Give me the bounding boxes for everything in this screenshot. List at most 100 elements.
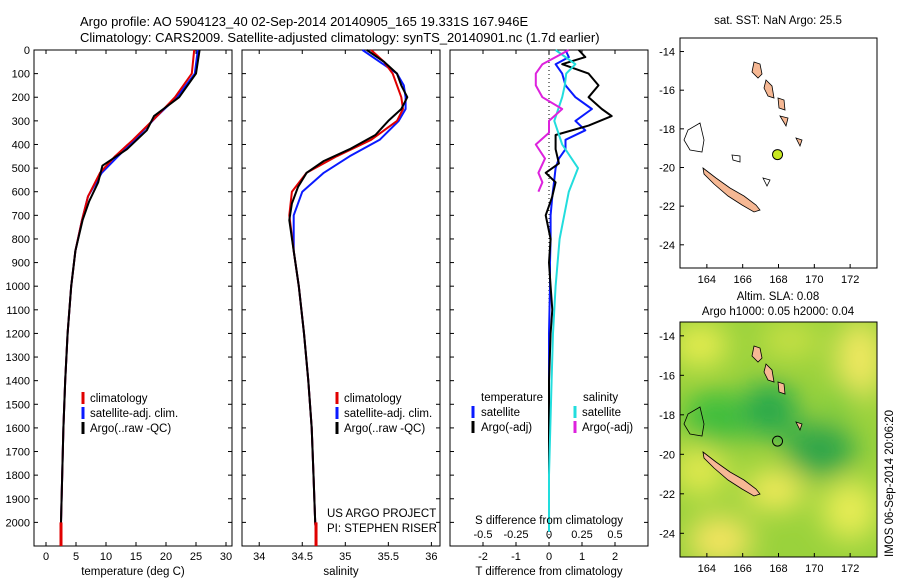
map-y-tick-label: -22: [659, 489, 675, 501]
project-credit: US ARGO PROJECT: [327, 508, 436, 520]
map-y-tick-label: -20: [659, 449, 675, 461]
x-tick-label: 25: [190, 551, 202, 563]
salinity-xlabel: salinity: [323, 566, 358, 578]
depth-tick-label: 900: [12, 258, 30, 270]
temp-climatology-line: [60, 49, 196, 532]
t-diff-xlabel: T difference from climatology: [475, 566, 622, 578]
s-diff-tick-label: 0.25: [571, 529, 592, 541]
x-tick-label: -2: [478, 551, 488, 563]
s-diff-xlabel: S difference from climatology: [475, 515, 623, 527]
depth-tick-label: 1000: [6, 281, 30, 293]
map-x-tick-label: 172: [841, 563, 859, 575]
legend2-sat-label: satellite-adj. clim.: [344, 408, 432, 420]
temperature-panel: 0100200300400500600700800900100011001200…: [6, 45, 648, 578]
map-y-tick-label: -20: [659, 162, 675, 174]
map-x-tick-label: 164: [698, 274, 716, 286]
x-tick-label: 10: [100, 551, 112, 563]
depth-tick-label: 1100: [6, 305, 30, 317]
profile-legend: climatology satellite-adj. clim. Argo(..…: [81, 392, 178, 435]
sal-satellite-line: [292, 49, 407, 532]
x-tick-label: 35.5: [378, 551, 399, 563]
salinity-panel: 34 34.5 35 35.5 36 salinity climatology sate…: [241, 49, 441, 578]
map-y-tick-label: -16: [659, 85, 675, 97]
map-y-tick-label: -24: [659, 240, 675, 252]
x-tick-label: 15: [130, 551, 142, 563]
profile-legend-2: climatology satellite-adj. clim. Argo(..…: [335, 392, 432, 435]
x-tick-label: 34.5: [292, 551, 313, 563]
temp-satellite-line: [60, 49, 199, 532]
sdiff-satellite-line: [548, 49, 579, 532]
s-diff-tick-label: -0.25: [503, 529, 528, 541]
salinity-ticks: 34 34.5 35 35.5 36: [253, 50, 438, 563]
temperature-xlabel: temperature (deg C): [81, 566, 185, 578]
depth-tick-label: 1700: [6, 447, 30, 459]
difference-ticks: -2 -1 0 1 2 -0.5 -0.25 0 0.25 0.5: [474, 50, 623, 563]
map-x-tick-label: 170: [805, 563, 823, 575]
map-x-tick-label: 170: [805, 274, 823, 286]
new-caledonia-land: [702, 167, 761, 213]
x-tick-label: 36: [425, 551, 437, 563]
depth-tick-label: 1900: [6, 494, 30, 506]
vanuatu-land-4: [779, 115, 789, 128]
x-tick-label: 2: [612, 551, 618, 563]
figure-title-line1: Argo profile: AO 5904123_40 02-Sep-2014 …: [80, 14, 528, 29]
x-tick-label: 5: [73, 551, 79, 563]
figure-title-line2: Climatology: CARS2009. Satellite-adjuste…: [80, 30, 600, 45]
sla-map-subtitle: Argo h1000: 0.05 h2000: 0.04: [702, 306, 855, 318]
depth-tick-label: 0: [24, 45, 30, 57]
temp-argo-line: [60, 49, 201, 532]
vanuatu-land-2: [763, 79, 775, 99]
sst-map: sat. SST: NaN Argo: 25.5 164 166 168 170 172…: [659, 15, 878, 286]
depth-tick-label: 300: [12, 116, 30, 128]
sst-map-title: sat. SST: NaN Argo: 25.5: [714, 15, 842, 27]
map-x-tick-label: 172: [841, 274, 859, 286]
vanuatu-land-5: [795, 137, 803, 148]
map-y-tick-label: -22: [659, 201, 675, 213]
s-diff-tick-label: 0: [546, 529, 552, 541]
difference-legend: temperature salinity satellite Argo(-adj…: [471, 392, 633, 434]
argo-float-marker-2: [772, 435, 784, 447]
salinity-series: [288, 49, 409, 546]
depth-tick-label: 1200: [6, 328, 30, 340]
x-tick-label: 0: [43, 551, 49, 563]
temperature-axes: [33, 49, 233, 547]
legend2-clim-label: climatology: [344, 393, 402, 405]
sst-map-coast: [683, 61, 803, 213]
map-y-tick-label: -24: [659, 528, 675, 540]
x-tick-label: 30: [220, 551, 232, 563]
legend-clim-label: climatology: [90, 393, 148, 405]
map-x-tick-label: 166: [734, 274, 752, 286]
depth-tick-label: 1800: [6, 470, 30, 482]
x-tick-label: 1: [579, 551, 585, 563]
imos-timestamp: IMOS 06-Sep-2014 20:06:20: [884, 410, 896, 557]
legend-targo-label: Argo(-adj): [481, 422, 532, 434]
salinity-axes: [241, 49, 441, 547]
reef-outline-1: [683, 122, 705, 153]
argo-float-marker: [772, 149, 784, 161]
temperature-series: [59, 49, 201, 546]
map-y-tick-label: -16: [659, 370, 675, 382]
temperature-ticks: 0 5 10 15 20 25 30: [43, 50, 232, 563]
depth-tick-label: 2000: [6, 517, 30, 529]
map-y-tick-label: -18: [659, 410, 675, 422]
difference-series: [534, 49, 613, 532]
map-x-tick-label: 164: [698, 563, 716, 575]
x-tick-label: 35: [339, 551, 351, 563]
reef-outline-2: [731, 154, 741, 163]
tdiff-argo-line: [544, 49, 613, 532]
s-diff-tick-label: -0.5: [474, 529, 493, 541]
legend-temp-heading: temperature: [481, 392, 543, 404]
x-tick-label: 0: [546, 551, 552, 563]
depth-tick-label: 400: [12, 139, 30, 151]
map-y-tick-label: -14: [659, 331, 675, 343]
map-x-tick-label: 168: [769, 274, 787, 286]
legend-sargo-label: Argo(-adj): [582, 422, 633, 434]
vanuatu-land-1: [751, 61, 763, 79]
depth-tick-label: 1400: [6, 376, 30, 388]
legend-ssat-label: satellite: [582, 407, 621, 419]
difference-panel: -2 -1 0 1 2 -0.5 -0.25 0 0.25 0.5 T difference fr…: [449, 49, 649, 578]
depth-tick-label: 100: [12, 69, 30, 81]
sla-map-title: Altim. SLA: 0.08: [737, 291, 819, 303]
x-tick-label: 20: [160, 551, 172, 563]
